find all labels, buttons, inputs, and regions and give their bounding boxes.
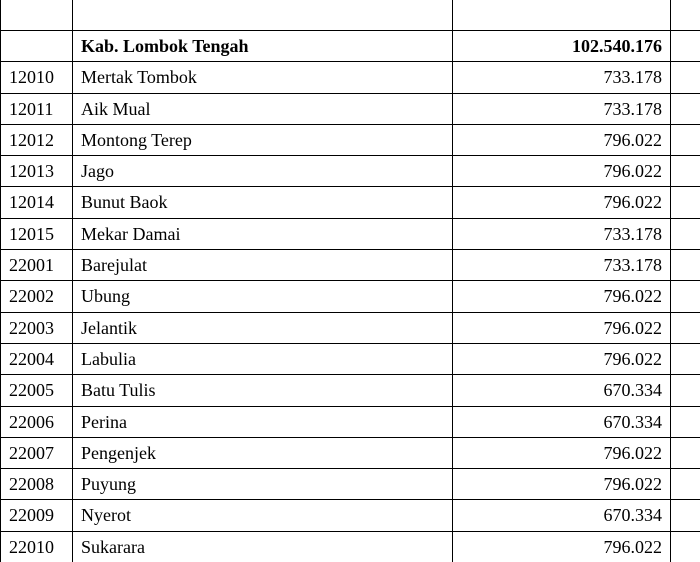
- table-row: 22001Barejulat733.178: [1, 250, 700, 281]
- table-row: 22002Ubung796.022: [1, 281, 700, 312]
- table-row: 22007Pengenjek796.022: [1, 437, 700, 468]
- cell-tail: [671, 250, 700, 281]
- cell-tail: [671, 531, 700, 562]
- cell-name: Jelantik: [73, 312, 453, 343]
- cell-tail: [671, 312, 700, 343]
- cell-code: 22007: [1, 437, 73, 468]
- cell-tail: [671, 124, 700, 155]
- cell-name: Labulia: [73, 343, 453, 374]
- cell-name: Ubung: [73, 281, 453, 312]
- cell-value: 796.022: [453, 281, 671, 312]
- cell-tail: [671, 343, 700, 374]
- header-code: [1, 31, 73, 62]
- cell-tail: [671, 62, 700, 93]
- table-row: 22008Puyung796.022: [1, 469, 700, 500]
- cell-code: 12012: [1, 124, 73, 155]
- header-name: Kab. Lombok Tengah: [73, 31, 453, 62]
- table-row: 12013Jago796.022: [1, 156, 700, 187]
- cell-value: 670.334: [453, 375, 671, 406]
- cell-name: Aik Mual: [73, 93, 453, 124]
- table-row: 12015Mekar Damai733.178: [1, 218, 700, 249]
- table-row: 22009Nyerot670.334: [1, 500, 700, 531]
- cell-tail: [671, 187, 700, 218]
- cell-tail: [671, 500, 700, 531]
- cell-value: 796.022: [453, 187, 671, 218]
- cell-name: Mertak Tombok: [73, 62, 453, 93]
- table-row: 22005Batu Tulis670.334: [1, 375, 700, 406]
- cell-value: 796.022: [453, 531, 671, 562]
- cell-code: 22004: [1, 343, 73, 374]
- table-row: 12011Aik Mual733.178: [1, 93, 700, 124]
- region-table: Kab. Lombok Tengah 102.540.176 12010Mert…: [0, 0, 700, 562]
- cell-tail: [671, 0, 700, 31]
- cell-code: 22005: [1, 375, 73, 406]
- table-row-partial-top: [1, 0, 700, 31]
- cell-code: 12010: [1, 62, 73, 93]
- cell-name: Jago: [73, 156, 453, 187]
- cell-value: 796.022: [453, 437, 671, 468]
- cell-code: [1, 0, 73, 31]
- cell-name: Montong Terep: [73, 124, 453, 155]
- cell-tail: [671, 156, 700, 187]
- cell-tail: [671, 437, 700, 468]
- cell-name: Perina: [73, 406, 453, 437]
- cell-name: [73, 0, 453, 31]
- cell-code: 12014: [1, 187, 73, 218]
- cell-code: 22001: [1, 250, 73, 281]
- cell-tail: [671, 375, 700, 406]
- table-row: 22003Jelantik796.022: [1, 312, 700, 343]
- cell-value: 670.334: [453, 500, 671, 531]
- cell-value: 796.022: [453, 343, 671, 374]
- cell-value: 796.022: [453, 124, 671, 155]
- cell-value: [453, 0, 671, 31]
- cell-value: 733.178: [453, 93, 671, 124]
- cell-tail: [671, 469, 700, 500]
- cell-value: 733.178: [453, 62, 671, 93]
- table-header-row: Kab. Lombok Tengah 102.540.176: [1, 31, 700, 62]
- cell-name: Barejulat: [73, 250, 453, 281]
- cell-name: Nyerot: [73, 500, 453, 531]
- header-tail: [671, 31, 700, 62]
- cell-name: Bunut Baok: [73, 187, 453, 218]
- cell-value: 670.334: [453, 406, 671, 437]
- table-row: 22010Sukarara796.022: [1, 531, 700, 562]
- table-row: 12014Bunut Baok796.022: [1, 187, 700, 218]
- cell-code: 12013: [1, 156, 73, 187]
- cell-tail: [671, 93, 700, 124]
- table-row: 12012Montong Terep796.022: [1, 124, 700, 155]
- cell-name: Puyung: [73, 469, 453, 500]
- cell-value: 733.178: [453, 218, 671, 249]
- cell-code: 22006: [1, 406, 73, 437]
- cell-name: Mekar Damai: [73, 218, 453, 249]
- cell-name: Pengenjek: [73, 437, 453, 468]
- cell-value: 796.022: [453, 312, 671, 343]
- table-row: 12010Mertak Tombok733.178: [1, 62, 700, 93]
- table-row: 22006Perina670.334: [1, 406, 700, 437]
- cell-code: 12015: [1, 218, 73, 249]
- cell-code: 22008: [1, 469, 73, 500]
- cell-tail: [671, 281, 700, 312]
- cell-value: 796.022: [453, 156, 671, 187]
- cell-name: Batu Tulis: [73, 375, 453, 406]
- header-value: 102.540.176: [453, 31, 671, 62]
- cell-code: 22002: [1, 281, 73, 312]
- cell-value: 733.178: [453, 250, 671, 281]
- table-body: Kab. Lombok Tengah 102.540.176 12010Mert…: [1, 0, 700, 562]
- cell-code: 22009: [1, 500, 73, 531]
- cell-value: 796.022: [453, 469, 671, 500]
- cell-code: 12011: [1, 93, 73, 124]
- cell-code: 22003: [1, 312, 73, 343]
- cell-name: Sukarara: [73, 531, 453, 562]
- cell-code: 22010: [1, 531, 73, 562]
- cell-tail: [671, 406, 700, 437]
- cell-tail: [671, 218, 700, 249]
- table-row: 22004Labulia796.022: [1, 343, 700, 374]
